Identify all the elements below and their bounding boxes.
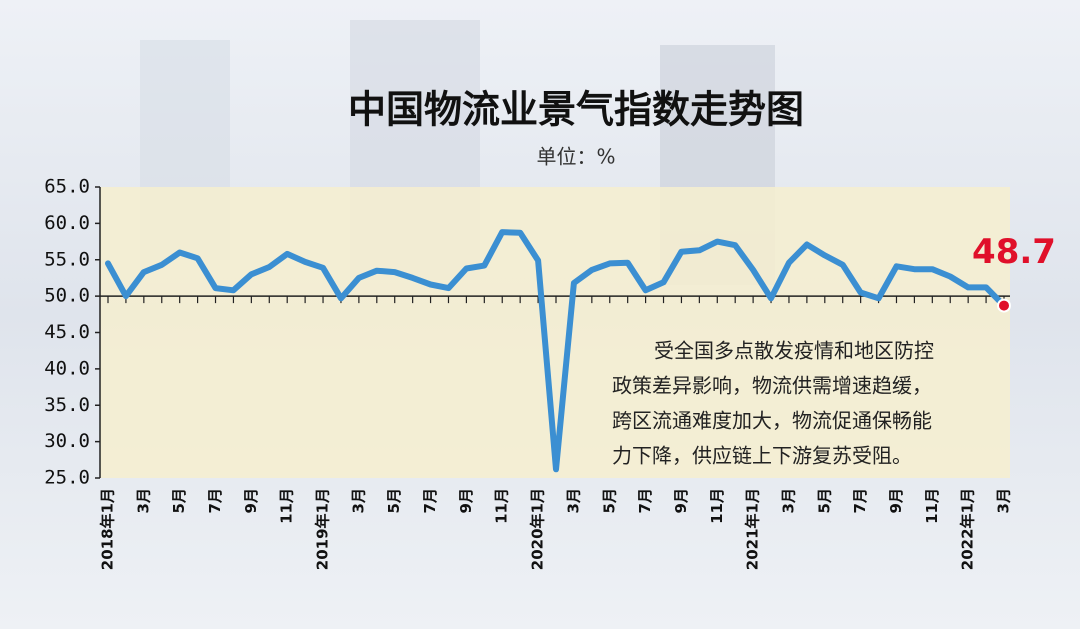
x-tick-label: 7月 — [206, 488, 224, 513]
x-tick-label: 2020年1月 — [529, 488, 547, 570]
x-tick-label: 5月 — [600, 488, 618, 513]
x-tick-label: 9月 — [887, 488, 905, 513]
x-tick-label: 9月 — [457, 488, 475, 513]
x-tick-label: 5月 — [815, 488, 833, 513]
y-tick-label: 60.0 — [44, 212, 90, 234]
y-tick-label: 50.0 — [44, 285, 90, 307]
x-tick-label: 2019年1月 — [314, 488, 332, 570]
x-tick-label: 7月 — [851, 488, 869, 513]
annotation-line: 受全国多点散发疫情和地区防控 — [654, 339, 934, 363]
chart-title: 中国物流业景气指数走势图 — [348, 88, 804, 132]
x-tick-label: 11月 — [493, 488, 511, 524]
y-tick-label: 65.0 — [44, 176, 90, 198]
x-tick-label: 2018年1月 — [99, 488, 117, 570]
value-label: 48.7 — [972, 232, 1056, 272]
subtitle: 单位：% — [536, 145, 615, 169]
x-tick-label: 3月 — [995, 488, 1013, 513]
y-tick-label: 55.0 — [44, 248, 90, 270]
x-tick-label: 11月 — [923, 488, 941, 524]
series-line — [105, 229, 1007, 473]
y-tick-label: 30.0 — [44, 430, 90, 452]
annotation-line: 政策差异影响，物流供需增速趋缓， — [612, 374, 932, 398]
x-tick-label: 9月 — [242, 488, 260, 513]
x-tick-label: 2022年1月 — [959, 488, 977, 570]
x-tick-label: 11月 — [278, 488, 296, 524]
x-tick-label: 3月 — [779, 488, 797, 513]
x-tick-label: 2021年1月 — [744, 488, 762, 570]
y-tick-label: 40.0 — [44, 357, 90, 379]
y-tick-label: 25.0 — [44, 467, 90, 489]
x-tick-label: 7月 — [421, 488, 439, 513]
x-tick-label: 11月 — [708, 488, 726, 524]
x-tick-label: 9月 — [672, 488, 690, 513]
x-tick-label: 5月 — [385, 488, 403, 513]
annotation-line: 力下降，供应链上下游复苏受阻。 — [612, 444, 912, 468]
y-tick-label: 45.0 — [44, 321, 90, 343]
x-tick-label: 5月 — [170, 488, 188, 513]
x-tick-label: 3月 — [564, 488, 582, 513]
annotation-line: 跨区流通难度加大，物流促通保畅能 — [612, 409, 932, 433]
x-tick-label: 3月 — [349, 488, 367, 513]
end-marker — [997, 298, 1011, 313]
x-tick-label: 7月 — [636, 488, 654, 513]
y-tick-label: 35.0 — [44, 394, 90, 416]
x-tick-label: 3月 — [134, 488, 152, 513]
